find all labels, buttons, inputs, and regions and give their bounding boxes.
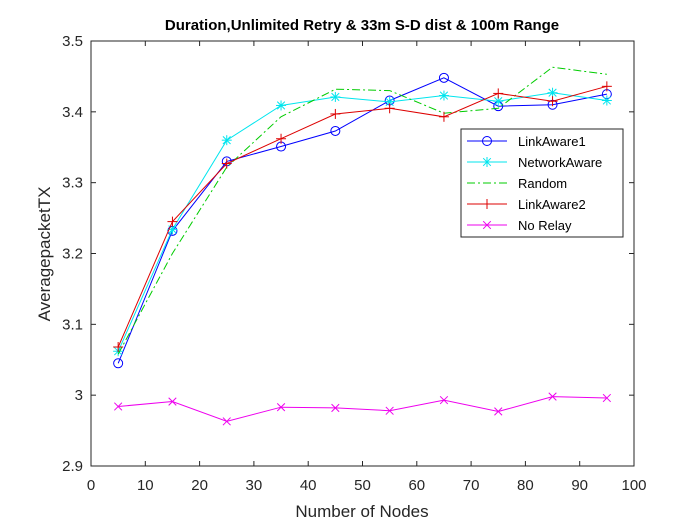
data-point-no-relay — [331, 403, 340, 413]
x-tick-label: 100 — [621, 477, 646, 494]
marker-stroke — [222, 417, 231, 426]
legend-entry-no-relay: No Relay — [467, 218, 572, 233]
data-point-networkaware — [221, 135, 232, 146]
data-point-linkaware1 — [330, 125, 341, 136]
data-point-no-relay — [494, 407, 503, 416]
marker-stroke — [548, 88, 557, 97]
y-tick-label: 3 — [75, 387, 83, 404]
y-axis-label: AveragepacketTX — [35, 187, 54, 322]
x-tick-label: 80 — [517, 477, 534, 494]
x-tick-label: 50 — [354, 477, 371, 494]
y-tick-label: 3.2 — [62, 246, 83, 263]
marker-stroke — [385, 406, 394, 415]
data-point-networkaware — [601, 95, 612, 106]
data-point-linkaware2 — [601, 81, 612, 92]
marker-stroke — [494, 97, 503, 106]
marker-stroke — [548, 392, 557, 401]
x-tick-label: 30 — [246, 477, 263, 494]
marker-stroke — [494, 407, 503, 416]
y-tick-label: 3.5 — [62, 33, 83, 50]
marker-stroke — [439, 395, 449, 405]
data-point-no-relay — [276, 403, 286, 412]
data-point-linkaware2 — [221, 158, 232, 169]
legend-label: LinkAware2 — [518, 197, 586, 212]
series-random — [117, 66, 607, 355]
marker-stroke — [168, 397, 177, 406]
data-point-networkaware — [330, 91, 341, 102]
series-linkaware2 — [113, 81, 612, 352]
legend-label: No Relay — [518, 218, 572, 233]
data-point-no-relay — [168, 397, 177, 406]
y-tick-label: 3.4 — [62, 104, 83, 121]
marker-stroke — [482, 220, 492, 230]
axis-ticks: 0 10 20 30 40 50 60 70 80 90 100 2.9 3 3.1 3.2 3.3 3.4 3.… — [62, 33, 646, 494]
legend-entry-linkaware1: LinkAware1 — [467, 134, 586, 149]
data-point-networkaware — [438, 90, 449, 101]
chart-title: Duration,Unlimited Retry & 33m S-D dist … — [165, 17, 559, 34]
x-tick-label: 70 — [463, 477, 480, 494]
data-point-no-relay — [439, 395, 449, 405]
data-point-linkaware1 — [438, 72, 449, 83]
legend: LinkAware1 NetworkAware Random LinkAware2 No… — [460, 128, 624, 238]
data-point-linkaware2 — [167, 216, 178, 227]
x-tick-label: 10 — [137, 477, 154, 494]
series-line-linkaware2 — [117, 85, 608, 348]
data-point-linkaware2 — [493, 88, 504, 99]
series-no-relay — [113, 392, 612, 426]
marker-stroke — [222, 136, 231, 145]
data-point-no-relay — [222, 417, 231, 426]
x-tick-label: 90 — [571, 477, 588, 494]
x-tick-label: 0 — [87, 477, 95, 494]
legend-entry-linkaware2: LinkAware2 — [467, 197, 586, 212]
x-tick-label: 60 — [408, 477, 425, 494]
data-point-linkaware1 — [113, 358, 124, 369]
data-point-no-relay — [602, 393, 612, 403]
data-point-networkaware — [384, 96, 395, 107]
legend-entry-random: Random — [467, 176, 567, 191]
data-point-no-relay — [113, 402, 123, 411]
x-tick-label: 20 — [191, 477, 208, 494]
marker-stroke — [602, 96, 612, 105]
legend-label: NetworkAware — [518, 155, 602, 170]
series-layer — [113, 66, 612, 426]
y-tick-label: 2.9 — [62, 458, 83, 475]
marker-stroke — [168, 225, 177, 234]
marker-stroke — [602, 393, 612, 403]
series-line-random — [117, 66, 607, 355]
legend-marker — [482, 199, 492, 209]
legend-marker — [482, 220, 492, 230]
y-tick-label: 3.1 — [62, 316, 83, 333]
series-line-linkaware1 — [117, 77, 607, 364]
plot-area — [90, 40, 635, 467]
data-point-networkaware — [276, 100, 287, 111]
series-linkaware1 — [113, 72, 612, 369]
data-point-linkaware2 — [384, 103, 395, 114]
marker-stroke — [482, 157, 492, 167]
legend-entry-networkaware: NetworkAware — [467, 155, 602, 170]
x-axis-label: Number of Nodes — [295, 502, 428, 521]
data-point-linkaware2 — [330, 108, 341, 119]
marker-stroke — [331, 92, 340, 102]
legend-label: Random — [518, 176, 567, 191]
marker-stroke — [113, 402, 123, 411]
data-point-linkaware2 — [438, 111, 449, 122]
y-tick-label: 3.3 — [62, 175, 83, 192]
data-point-no-relay — [548, 392, 557, 401]
legend-marker — [482, 136, 492, 146]
data-point-linkaware2 — [547, 96, 558, 107]
x-tick-label: 40 — [300, 477, 317, 494]
series-line-no-relay — [118, 396, 607, 422]
data-point-linkaware2 — [113, 342, 124, 352]
marker-stroke — [331, 403, 340, 413]
legend-label: LinkAware1 — [518, 134, 586, 149]
marker-stroke — [276, 101, 286, 110]
data-point-linkaware2 — [276, 133, 287, 144]
marker-stroke — [385, 97, 394, 107]
data-point-no-relay — [385, 406, 394, 415]
marker-stroke — [276, 403, 286, 412]
legend-marker — [482, 157, 492, 167]
data-point-networkaware — [547, 87, 558, 98]
marker-stroke — [439, 91, 449, 100]
